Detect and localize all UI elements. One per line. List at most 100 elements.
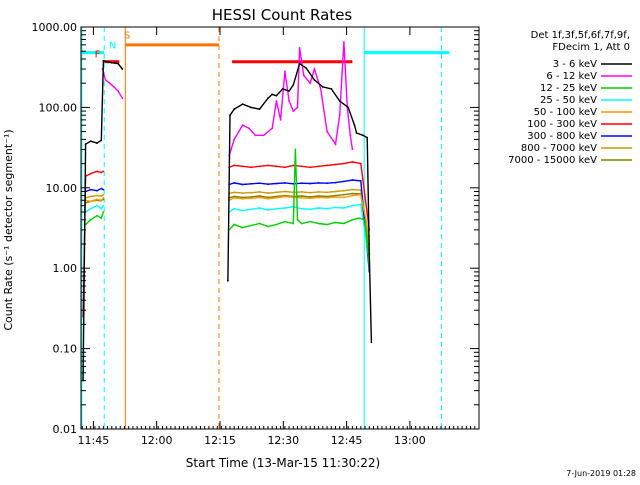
data-point xyxy=(96,142,98,145)
data-point xyxy=(292,84,295,86)
data-point xyxy=(233,196,236,199)
data-point xyxy=(288,100,290,102)
data-point xyxy=(317,207,320,209)
data-point xyxy=(267,196,269,199)
data-point xyxy=(233,195,236,198)
data-point xyxy=(89,140,92,143)
x-axis-label: Start Time (13-Mar-15 11:30:22) xyxy=(186,456,380,470)
data-point xyxy=(300,195,303,197)
data-point xyxy=(284,166,286,169)
data-point xyxy=(326,195,328,198)
data-point xyxy=(343,41,345,43)
data-point xyxy=(241,124,244,127)
data-point xyxy=(102,211,105,213)
data-point xyxy=(294,148,297,151)
y-tick-label: 1000.00 xyxy=(32,21,78,34)
data-point xyxy=(258,207,261,209)
data-point xyxy=(309,82,312,85)
data-point xyxy=(250,197,253,200)
data-point xyxy=(250,196,253,198)
data-point xyxy=(275,207,278,210)
data-point xyxy=(334,190,337,193)
data-point xyxy=(334,181,337,184)
data-point xyxy=(233,207,236,210)
x-tick-label: 12:30 xyxy=(267,434,299,447)
data-point xyxy=(309,220,312,223)
flag-label-s: S xyxy=(124,30,130,41)
x-tick-label: 11:45 xyxy=(78,434,110,447)
data-point xyxy=(241,183,244,186)
data-point xyxy=(300,182,303,185)
y-tick-label: 100.00 xyxy=(39,101,78,114)
series-line-6-1 xyxy=(228,179,370,272)
axes: 11:45 12:00 12:15 12:30 12:45 13:00 0.01 0.10 1.… xyxy=(32,21,480,447)
series-line-8-1 xyxy=(228,192,370,255)
data-point xyxy=(100,217,103,220)
data-point xyxy=(338,100,341,102)
data-point xyxy=(258,165,261,168)
data-point xyxy=(343,193,345,196)
series-line-0-0 xyxy=(82,59,123,381)
data-point xyxy=(284,182,286,184)
flag-label-f: F xyxy=(95,49,101,60)
data-point xyxy=(108,82,111,85)
data-point xyxy=(351,218,354,221)
legend-label: 6 - 12 keV xyxy=(546,71,597,82)
data-point xyxy=(368,253,371,255)
data-point xyxy=(362,134,364,137)
data-point xyxy=(351,179,354,181)
data-point xyxy=(351,161,354,163)
legend-label: 50 - 100 keV xyxy=(534,107,598,118)
data-point xyxy=(275,191,278,194)
data-point xyxy=(334,163,337,166)
legend-label: 7000 - 15000 keV xyxy=(508,155,597,166)
chart-title: HESSI Count Rates xyxy=(212,6,353,24)
x-tick-label: 12:00 xyxy=(141,434,173,447)
data-point xyxy=(271,93,274,96)
data-point xyxy=(258,196,261,199)
data-point xyxy=(359,193,362,196)
y-tick-label: 1.00 xyxy=(53,262,78,275)
x-tick-label: 12:15 xyxy=(204,434,236,447)
legend-title-line: Det 1f,3f,5f,6f,7f,9f, xyxy=(531,30,630,41)
data-point xyxy=(359,180,362,182)
data-point xyxy=(267,97,269,100)
data-point xyxy=(241,165,244,168)
data-point xyxy=(258,108,261,111)
data-point xyxy=(100,207,103,210)
data-point xyxy=(233,223,236,226)
data-point xyxy=(279,119,282,121)
data-point xyxy=(351,194,354,197)
data-point xyxy=(300,222,303,225)
data-point xyxy=(275,196,278,199)
data-point xyxy=(343,207,345,209)
data-point xyxy=(366,136,369,139)
data-point xyxy=(338,114,341,117)
data-point xyxy=(254,134,257,137)
data-point xyxy=(326,130,328,133)
data-point xyxy=(300,207,303,210)
data-point xyxy=(292,222,295,225)
data-point xyxy=(351,204,354,207)
data-point xyxy=(275,100,278,102)
series-line-7-1 xyxy=(228,188,370,245)
data-point xyxy=(284,190,286,193)
data-point xyxy=(351,192,354,195)
data-point xyxy=(250,224,253,227)
data-point xyxy=(100,199,103,202)
data-point xyxy=(267,209,269,211)
data-point xyxy=(241,103,244,105)
data-point xyxy=(96,170,98,173)
data-point xyxy=(313,68,316,70)
data-point xyxy=(351,148,354,151)
data-point xyxy=(284,70,286,73)
data-point xyxy=(319,88,322,90)
data-point xyxy=(343,222,345,225)
data-point xyxy=(353,124,356,127)
data-point xyxy=(317,195,320,197)
data-point xyxy=(271,127,274,130)
data-point xyxy=(284,220,286,223)
data-point xyxy=(326,196,328,199)
data-point xyxy=(267,183,269,186)
